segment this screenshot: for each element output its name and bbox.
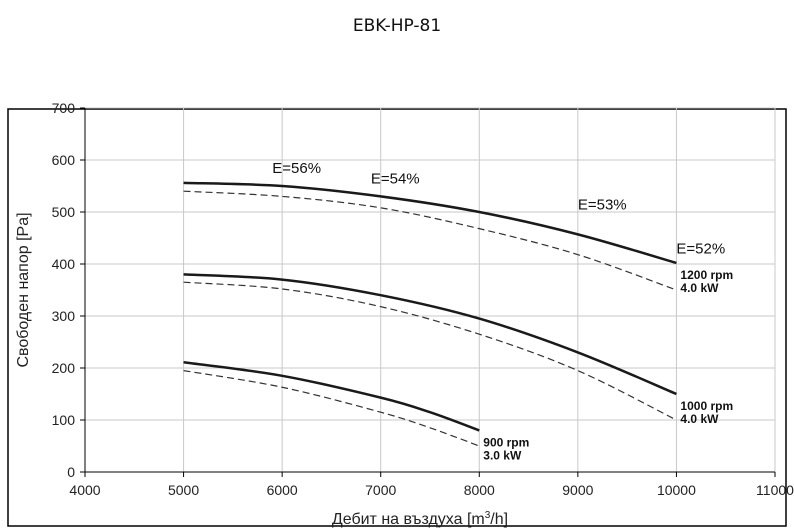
y-tick-label: 300 [52,308,76,324]
efficiency-label: E=53% [578,196,627,213]
curve-power-label: 3.0 kW [483,448,522,462]
x-tick-label: 7000 [365,482,396,498]
page-title: EBK-HP-81 [352,16,442,36]
x-tick-label: 4000 [69,482,100,498]
x-tick-label: 8000 [464,482,495,498]
series-line-solid [183,361,480,432]
efficiency-label: E=56% [272,160,321,177]
x-tick-label: 10000 [657,482,696,498]
y-tick-label: 0 [67,464,75,480]
x-tick-label: 9000 [562,482,593,498]
chart-frame [7,108,787,527]
efficiency-label: E=52% [676,241,725,258]
curve-power-label: 4.0 kW [680,412,719,426]
x-tick-label: 6000 [267,482,298,498]
curve-rpm-label: 1000 rpm [680,399,733,413]
series-line-solid [183,273,677,396]
series-line-dashed [183,370,480,447]
y-tick-label: 700 [52,100,76,116]
y-axis-label: Свободен напор [Pa] [15,212,32,367]
curve-rpm-label: 1200 rpm [680,268,733,282]
y-tick-label: 100 [52,412,76,428]
grid [84,107,776,473]
y-tick-label: 200 [52,360,76,376]
curve-power-label: 4.0 kW [680,281,719,295]
axes: 4000 5000 6000 7000 8000 9000 10000 11000 0 100 20… [52,100,794,498]
y-tick-label: 600 [52,152,76,168]
x-tick-label: 5000 [168,482,199,498]
series-line-dashed [183,190,677,291]
efficiency-label: E=54% [371,170,420,187]
y-tick-label: 400 [52,256,76,272]
y-tick-label: 500 [52,204,76,220]
series-line-solid [183,181,677,265]
series-line-dashed [183,281,677,421]
x-axis-label: Дебит на въздуха [m3/h] [332,510,508,528]
curve-rpm-label: 900 rpm [483,435,529,449]
series-group [183,181,677,447]
x-tick-label: 11000 [756,482,794,498]
